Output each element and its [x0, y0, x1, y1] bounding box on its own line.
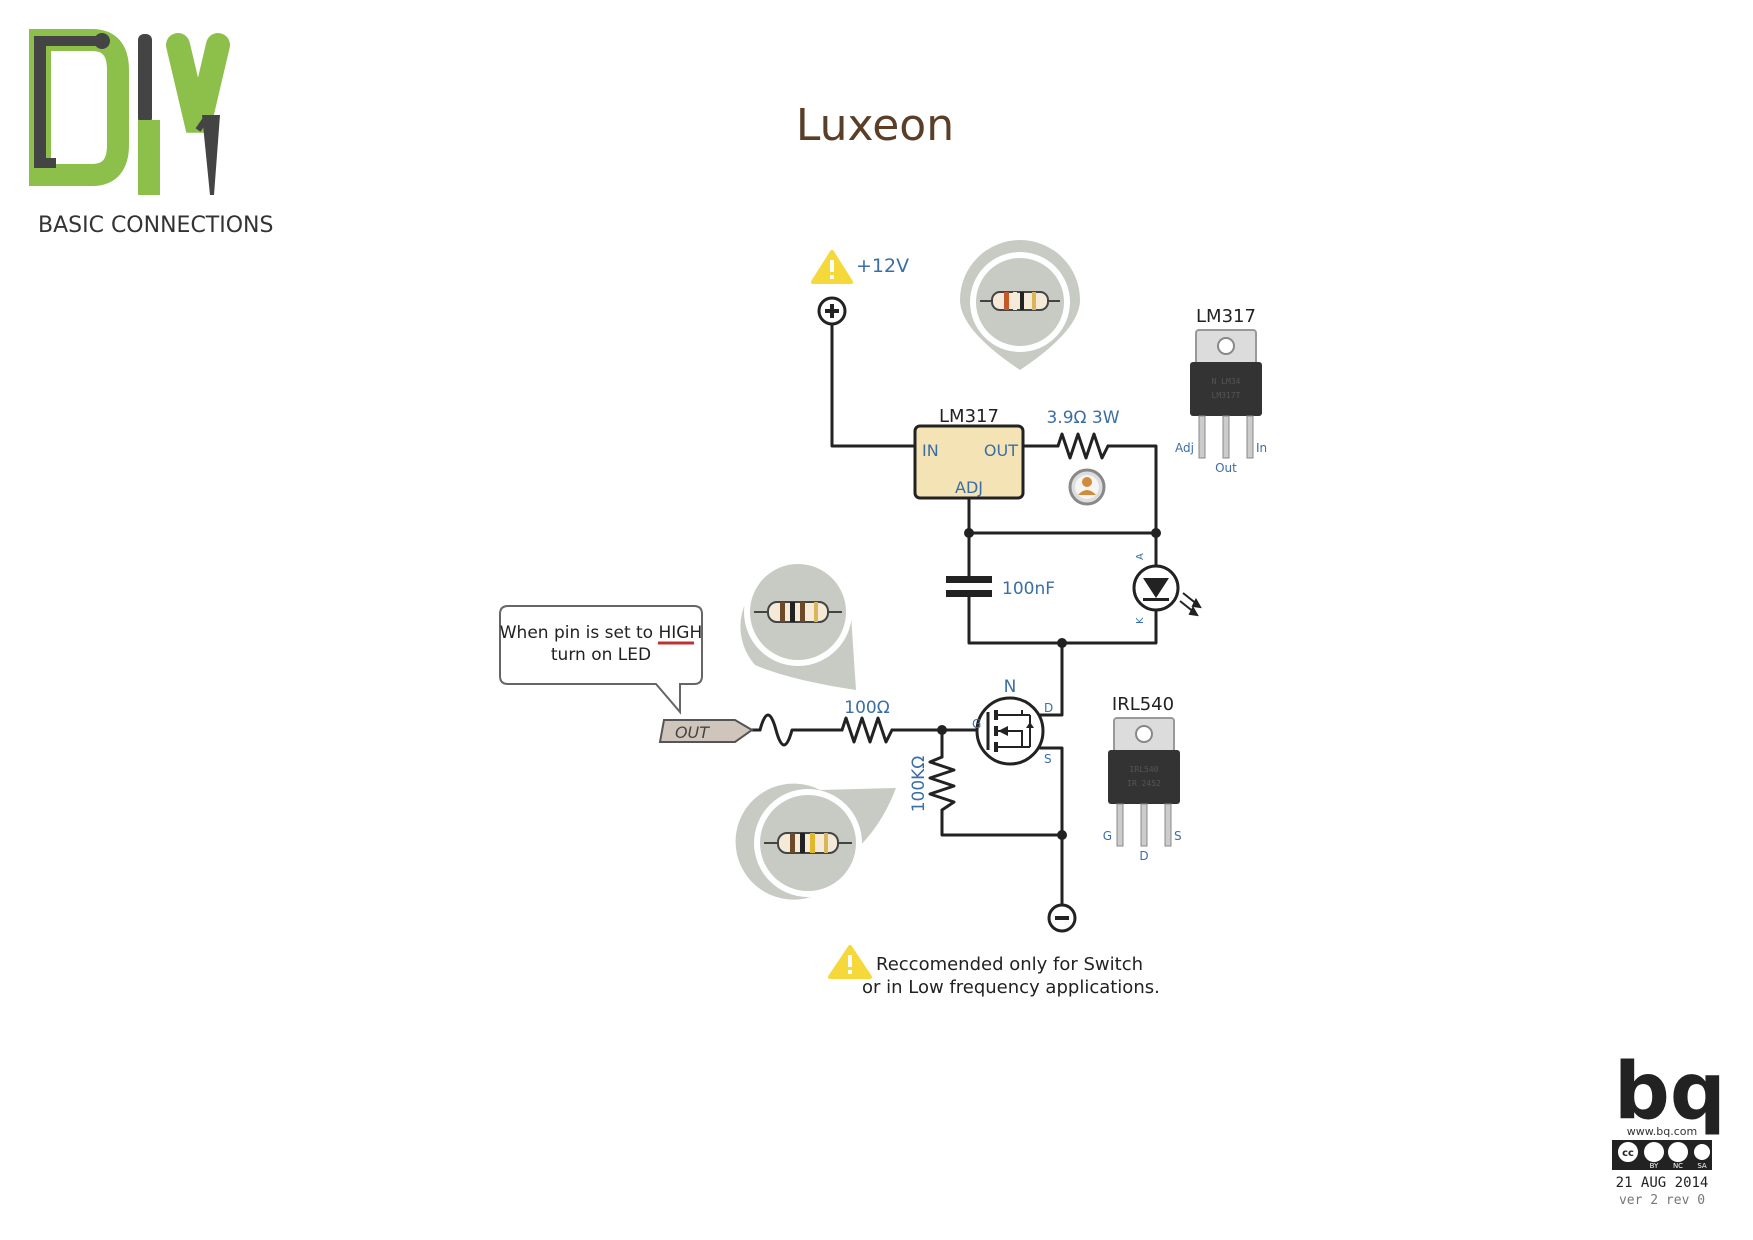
warning-line2: or in Low frequency applications. [862, 977, 1160, 998]
regulator-out-label: OUT [984, 441, 1018, 460]
svg-text:IR 2452: IR 2452 [1127, 779, 1161, 788]
regulator-label: LM317 [939, 406, 999, 427]
footer-version: ver 2 rev 0 [1619, 1193, 1705, 1208]
callout-line1: When pin is set to HIGH [500, 623, 703, 643]
svg-text:SA: SA [1697, 1162, 1707, 1170]
svg-text:cc: cc [1622, 1148, 1634, 1159]
pulldown-resistor-bubble [735, 783, 896, 900]
mosfet: N G D S [972, 677, 1053, 766]
mosfet-gate-label: G [972, 717, 981, 731]
supply-terminal: +12V [811, 250, 909, 326]
regulator-adj-label: ADJ [955, 478, 983, 497]
supply-label: +12V [856, 255, 909, 277]
svg-text:NC: NC [1673, 1162, 1683, 1170]
callout-highlight: HIGH [659, 623, 703, 643]
svg-text:BY: BY [1650, 1162, 1659, 1170]
regulator-block: LM317 IN OUT ADJ [913, 406, 1025, 500]
irl540-chip-text: IRL540 [1130, 765, 1159, 774]
lm317-chip-text: LM317T [1212, 391, 1241, 400]
lm317-pin-out: Out [1215, 461, 1237, 475]
warning-icon [811, 250, 853, 284]
capacitor-label: 100nF [1002, 579, 1055, 599]
brand-url: www.bq.com [1627, 1125, 1697, 1138]
footer: bq www.bq.com cc BY NC SA 21 AUG 2014 ve… [1612, 1047, 1726, 1208]
series-resistor-label: 3.9Ω 3W [1046, 408, 1119, 428]
mosfet-type-label: N [1004, 677, 1017, 697]
gate-resistor-bubble [740, 558, 856, 690]
series-resistor: 3.9Ω 3W [960, 240, 1120, 506]
irl540-pin-s: S [1174, 829, 1182, 843]
diy-logo: BASIC CONNECTIONS [29, 29, 273, 238]
warning-line1: Reccomended only for Switch [876, 954, 1143, 975]
capacitor: 100nF [946, 576, 1055, 599]
regulator-in-label: IN [922, 441, 939, 460]
page-title: Luxeon [796, 100, 954, 151]
resistor-zoom-bubble [960, 240, 1080, 370]
gate-resistor: 100Ω [740, 558, 894, 744]
irl540-pin-d: D [1139, 849, 1148, 863]
light-emission-icon [1179, 592, 1202, 617]
cc-license-icon: cc BY NC SA [1612, 1140, 1712, 1170]
svg-text:N LM34: N LM34 [1212, 377, 1241, 386]
out-pin: OUT [658, 719, 754, 743]
brand-logo: bq [1614, 1047, 1726, 1137]
warning-note: Reccomended only for Switch or in Low fr… [828, 945, 1160, 998]
led: A K [1132, 553, 1202, 624]
gate-resistor-label: 100Ω [844, 698, 889, 718]
mosfet-source-label: S [1044, 752, 1052, 766]
lm317-package: LM317 N LM34 LM317T Adj Out In [1175, 306, 1267, 475]
lm317-pin-adj: Adj [1175, 441, 1194, 455]
warning-icon [828, 945, 872, 979]
callout-line2: turn on LED [551, 645, 651, 665]
led-cathode-label: K [1135, 617, 1146, 624]
lm317-pin-in: In [1256, 441, 1267, 455]
logo-subtitle: BASIC CONNECTIONS [38, 213, 273, 238]
callout-bubble: When pin is set to HIGH turn on LED [499, 605, 703, 715]
minus-terminal-icon [1047, 903, 1077, 933]
user-icon [1068, 468, 1106, 506]
mosfet-drain-label: D [1044, 701, 1053, 715]
irl540-pin-g: G [1103, 829, 1112, 843]
irl540-package-title: IRL540 [1112, 694, 1174, 715]
footer-date: 21 AUG 2014 [1616, 1175, 1709, 1191]
led-anode-label: A [1135, 553, 1146, 560]
irl540-package: IRL540 IRL540 IR 2452 G D S [1103, 694, 1182, 863]
out-pin-label: OUT [675, 723, 710, 742]
pulldown-resistor-label: 100KΩ [909, 756, 929, 813]
lm317-package-title: LM317 [1196, 306, 1256, 327]
pulldown-resistor: 100KΩ [735, 755, 956, 900]
